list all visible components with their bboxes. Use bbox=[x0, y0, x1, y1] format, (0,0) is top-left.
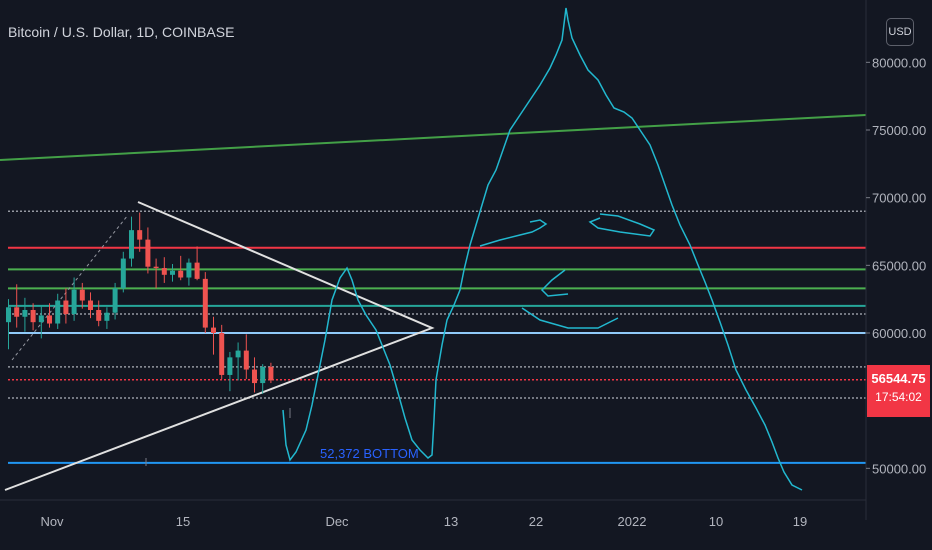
horizontal-levels bbox=[8, 210, 866, 464]
freehand-projection[interactable] bbox=[282, 7, 803, 491]
candle-body bbox=[170, 270, 175, 275]
candle-body bbox=[145, 239, 151, 267]
time-tick-label: 2022 bbox=[618, 514, 647, 529]
dashed-trendline bbox=[11, 214, 129, 361]
candle-body bbox=[14, 307, 20, 317]
candle-body bbox=[120, 258, 126, 289]
price-axis-panel[interactable] bbox=[866, 0, 932, 520]
time-tick-label: Nov bbox=[40, 514, 64, 529]
candle-body bbox=[161, 268, 167, 275]
time-tick-label: 15 bbox=[176, 514, 190, 529]
time-tick-label: 19 bbox=[793, 514, 807, 529]
candle-body bbox=[22, 309, 28, 317]
candle-body bbox=[227, 357, 233, 375]
candle-body bbox=[112, 288, 118, 313]
chart-title: Bitcoin / U.S. Dollar, 1D, COINBASE bbox=[8, 24, 235, 40]
price-tick-label: 75000.00 bbox=[872, 123, 926, 138]
time-tick-label: 13 bbox=[444, 514, 458, 529]
price-tick-label: 60000.00 bbox=[872, 326, 926, 341]
candles bbox=[6, 212, 274, 394]
candle-body bbox=[202, 278, 208, 328]
last-price-value: 56544.75 bbox=[871, 371, 926, 386]
candle-body bbox=[219, 333, 225, 375]
candle-body bbox=[71, 289, 77, 315]
candle-body bbox=[186, 262, 192, 278]
candle-body bbox=[260, 366, 266, 384]
candle-body bbox=[30, 309, 36, 323]
candle-body bbox=[88, 300, 93, 310]
candle-body bbox=[153, 266, 159, 269]
candle-body bbox=[38, 315, 44, 323]
candle-body bbox=[211, 327, 216, 333]
time-tick-label: Dec bbox=[325, 514, 349, 529]
currency-button[interactable]: USD bbox=[886, 18, 914, 46]
bottom-annotation[interactable]: 52,372 BOTTOM bbox=[320, 446, 419, 461]
candle-body bbox=[243, 350, 249, 370]
price-tick-label: 70000.00 bbox=[872, 191, 926, 206]
green-trendline[interactable] bbox=[0, 114, 867, 161]
price-tick-label: 80000.00 bbox=[872, 55, 926, 70]
candle-body bbox=[47, 315, 52, 324]
candle-body bbox=[268, 366, 274, 381]
candle-body bbox=[137, 230, 143, 240]
time-tick-label: 10 bbox=[709, 514, 723, 529]
price-tick-label: 50000.00 bbox=[872, 461, 926, 476]
candle-body bbox=[129, 230, 134, 259]
candle-body bbox=[178, 270, 184, 278]
candle-body bbox=[235, 350, 241, 358]
candle-body bbox=[104, 312, 110, 321]
candle-body bbox=[79, 289, 85, 301]
bar-countdown: 17:54:02 bbox=[875, 390, 922, 404]
price-axis-ticks: 50000.00 60000.00 65000.00 70000.00 75000.00… bbox=[866, 55, 926, 476]
candle-body bbox=[6, 307, 11, 323]
candle-body bbox=[55, 300, 61, 324]
candle-body bbox=[63, 300, 69, 315]
candle-body bbox=[96, 309, 102, 321]
triangle-drawing[interactable] bbox=[4, 201, 435, 491]
time-tick-label: 22 bbox=[529, 514, 543, 529]
price-tick-label: 65000.00 bbox=[872, 258, 926, 273]
last-price-badge: 56544.75 17:54:02 bbox=[867, 365, 930, 417]
candle-body bbox=[194, 262, 200, 279]
time-axis-ticks: Nov 15 Dec 13 22 2022 10 19 bbox=[40, 514, 807, 529]
candle-body bbox=[252, 369, 257, 384]
